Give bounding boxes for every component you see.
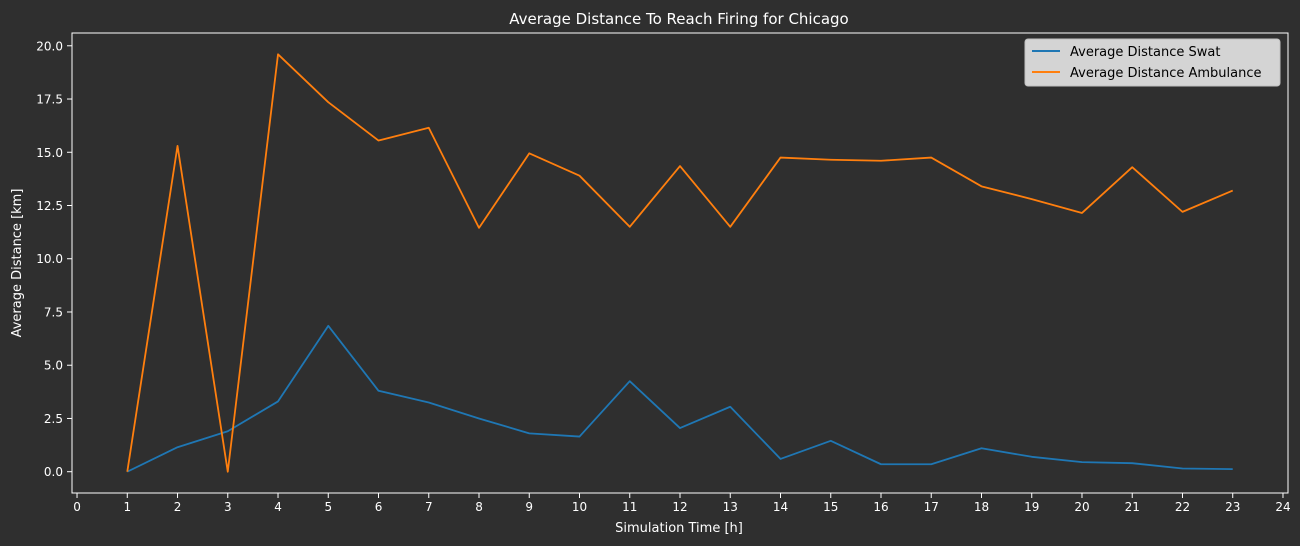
x-tick-label: 9 xyxy=(525,500,533,514)
x-tick-label: 2 xyxy=(174,500,182,514)
y-tick-label: 2.5 xyxy=(44,412,63,426)
series-line-swat xyxy=(126,324,1233,473)
legend-box xyxy=(1024,38,1281,87)
y-axis-label: Average Distance [km] xyxy=(10,189,25,338)
y-tick-label: 5.0 xyxy=(44,359,63,373)
x-tick-label: 19 xyxy=(1024,500,1039,514)
x-tick-label: 0 xyxy=(73,500,81,514)
x-tick-label: 7 xyxy=(425,500,433,514)
x-axis-label: Simulation Time [h] xyxy=(615,521,743,536)
plot-area xyxy=(71,32,1289,494)
y-tick-label: 17.5 xyxy=(36,93,63,107)
x-tick-label: 1 xyxy=(123,500,131,514)
x-tick-label: 6 xyxy=(375,500,383,514)
y-tick-label: 7.5 xyxy=(44,305,63,319)
legend: Average Distance Swat Average Distance A… xyxy=(1024,38,1281,87)
y-tick-label: 12.5 xyxy=(36,199,63,213)
series-line-ambulance xyxy=(126,53,1234,473)
y-tick-label: 15.0 xyxy=(36,146,63,160)
x-tick-label: 24 xyxy=(1275,500,1290,514)
y-tick-label: 20.0 xyxy=(36,39,63,53)
x-tick-label: 12 xyxy=(672,500,687,514)
x-tick-label: 4 xyxy=(274,500,282,514)
x-tick-label: 22 xyxy=(1175,500,1190,514)
x-tick-label: 21 xyxy=(1125,500,1140,514)
legend-label-ambulance: Average Distance Ambulance xyxy=(1070,66,1262,81)
x-tick-label: 14 xyxy=(773,500,788,514)
x-tick-label: 15 xyxy=(823,500,838,514)
x-ticks: 0 1 2 3 4 5 6 7 8 9 10 11 12 13 14 15 16 17 18 19 20 21 22 23 24 xyxy=(73,493,1291,514)
x-tick-label: 16 xyxy=(873,500,888,514)
x-tick-label: 10 xyxy=(572,500,587,514)
legend-label-swat: Average Distance Swat xyxy=(1070,45,1220,60)
x-tick-label: 17 xyxy=(924,500,939,514)
series-lines xyxy=(126,53,1234,473)
x-tick-label: 5 xyxy=(324,500,332,514)
x-tick-label: 11 xyxy=(622,500,637,514)
x-tick-label: 3 xyxy=(224,500,232,514)
x-tick-label: 13 xyxy=(723,500,738,514)
x-tick-label: 23 xyxy=(1225,500,1240,514)
x-tick-label: 20 xyxy=(1074,500,1089,514)
y-ticks: 0.0 2.5 5.0 7.5 10.0 12.5 15.0 17.5 20.0 xyxy=(36,39,72,479)
chart-title: Average Distance To Reach Firing for Chi… xyxy=(509,10,849,28)
y-tick-label: 10.0 xyxy=(36,252,63,266)
x-tick-label: 8 xyxy=(475,500,483,514)
x-tick-label: 18 xyxy=(974,500,989,514)
y-tick-label: 0.0 xyxy=(44,465,63,479)
